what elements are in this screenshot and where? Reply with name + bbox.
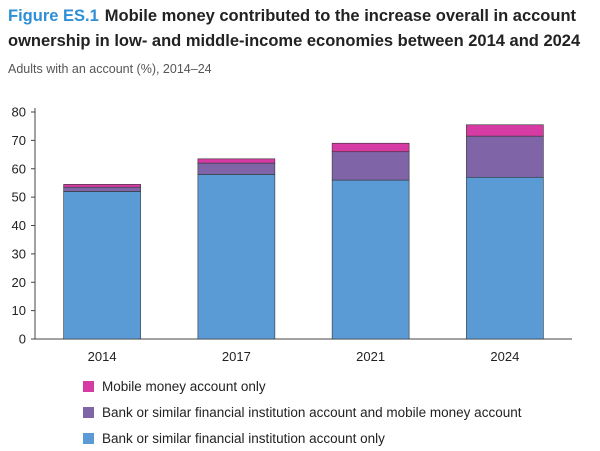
bar-segment-2021-series-2 <box>331 142 410 153</box>
chart-title-line-1: Figure ES.1 Mobile money contributed to t… <box>8 4 593 29</box>
y-tick-label: 0 <box>19 332 26 347</box>
y-tick-label: 20 <box>12 275 26 290</box>
legend-swatch-mobile-only <box>83 380 94 392</box>
bar-segment-2014-series-1 <box>63 186 141 192</box>
y-tick-label: 50 <box>12 190 26 205</box>
bar-segment-2017-series-2 <box>197 158 276 164</box>
bar-segment-2024-series-2 <box>466 124 544 137</box>
legend-item-bank-only: Bank or similar financial institution ac… <box>83 425 521 451</box>
legend-swatch-bank-and-mobile <box>83 406 94 418</box>
bar-segment-2024-series-1 <box>466 135 544 178</box>
x-tick-label: 2024 <box>490 349 519 364</box>
legend-label-bank-only: Bank or similar financial institution ac… <box>102 430 385 446</box>
x-tick-label: 2017 <box>222 349 251 364</box>
chart-header: Figure ES.1 Mobile money contributed to t… <box>8 4 593 54</box>
bar-segment-2017-series-0 <box>197 174 276 340</box>
bar-segment-2014-series-2 <box>63 184 141 188</box>
chart-subtitle: Adults with an account (%), 2014–24 <box>8 62 212 76</box>
y-tick-label: 70 <box>12 133 26 148</box>
figure-label: Figure ES.1 <box>8 7 99 25</box>
x-tick-label: 2014 <box>88 349 117 364</box>
title-text-1: Mobile money contributed to the increase… <box>104 7 577 25</box>
chart-legend: Mobile money account only Bank or simila… <box>83 373 521 451</box>
bar-segment-2024-series-0 <box>466 176 544 340</box>
chart-title-line-2: ownership in low- and middle-income econ… <box>8 32 581 50</box>
legend-item-mobile-only: Mobile money account only <box>83 373 521 399</box>
bar-segment-2017-series-1 <box>197 162 276 175</box>
y-tick-label: 60 <box>12 161 26 176</box>
legend-label-mobile-only: Mobile money account only <box>102 378 266 394</box>
bar-segment-2014-series-0 <box>63 191 141 340</box>
x-tick-label: 2021 <box>356 349 385 364</box>
y-tick-label: 40 <box>12 218 26 233</box>
legend-swatch-bank-only <box>83 432 94 444</box>
legend-item-bank-and-mobile: Bank or similar financial institution ac… <box>83 399 521 425</box>
y-tick-label: 30 <box>12 246 26 261</box>
bar-segment-2021-series-0 <box>331 179 410 340</box>
stacked-bar-chart: 0 10 20 30 40 50 60 70 80 2014 2017 2021 2024 <box>12 105 572 364</box>
y-tick-label: 80 <box>12 105 26 120</box>
bar-segment-2021-series-1 <box>331 151 410 181</box>
y-tick-label: 10 <box>12 303 26 318</box>
legend-label-bank-and-mobile: Bank or similar financial institution ac… <box>102 404 522 420</box>
